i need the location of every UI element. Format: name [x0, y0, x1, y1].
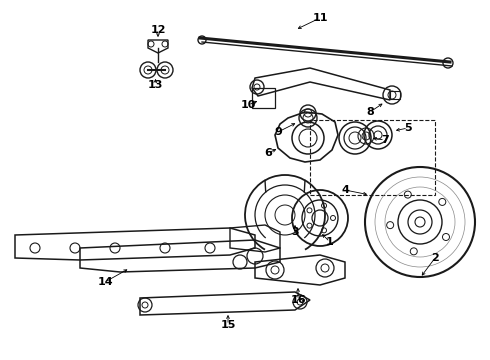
Text: 9: 9 [274, 127, 282, 137]
Text: 7: 7 [381, 135, 389, 145]
Text: 15: 15 [220, 320, 236, 330]
Text: 16: 16 [290, 295, 306, 305]
Text: 11: 11 [312, 13, 328, 23]
Text: 1: 1 [326, 237, 334, 247]
Text: 8: 8 [366, 107, 374, 117]
Text: 6: 6 [264, 148, 272, 158]
Text: 2: 2 [431, 253, 439, 263]
Text: 13: 13 [147, 80, 163, 90]
Text: 10: 10 [240, 100, 256, 110]
Text: 4: 4 [341, 185, 349, 195]
Text: 12: 12 [150, 25, 166, 35]
Bar [310, 120, 435, 195]
Text: 3: 3 [291, 227, 299, 237]
Text: 5: 5 [404, 123, 412, 133]
Text: 14: 14 [97, 277, 113, 287]
